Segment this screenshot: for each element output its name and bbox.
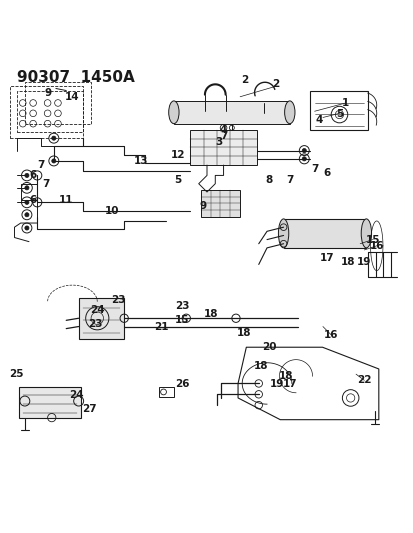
Ellipse shape — [278, 219, 288, 248]
Text: 90307  1450A: 90307 1450A — [17, 70, 134, 85]
Text: 15: 15 — [364, 235, 379, 245]
Circle shape — [25, 213, 29, 217]
Text: 7: 7 — [285, 175, 293, 184]
Text: 6: 6 — [29, 195, 37, 205]
Text: 12: 12 — [170, 150, 185, 160]
Bar — [159, 386, 173, 397]
Text: 23: 23 — [174, 301, 189, 311]
Text: 10: 10 — [104, 206, 119, 216]
Text: 11: 11 — [59, 195, 74, 205]
Bar — [200, 190, 240, 217]
Text: 1: 1 — [341, 98, 349, 108]
Text: 15: 15 — [174, 316, 189, 325]
Text: 18: 18 — [203, 309, 218, 319]
Text: 7: 7 — [42, 179, 49, 189]
Text: 3: 3 — [215, 138, 223, 147]
Text: 5: 5 — [174, 175, 181, 184]
Text: 18: 18 — [253, 361, 268, 371]
Ellipse shape — [169, 101, 178, 124]
Ellipse shape — [360, 219, 371, 248]
Text: 18: 18 — [278, 371, 292, 381]
Text: 23: 23 — [88, 319, 102, 329]
Text: 20: 20 — [261, 342, 276, 352]
Text: 8: 8 — [265, 175, 272, 184]
Text: 22: 22 — [356, 375, 371, 385]
Text: 9: 9 — [199, 201, 206, 212]
Circle shape — [301, 157, 306, 161]
Text: 2: 2 — [240, 75, 247, 85]
Bar — [25, 82, 91, 124]
Text: 17: 17 — [282, 379, 297, 390]
Bar — [10, 86, 83, 138]
Text: 6: 6 — [29, 171, 37, 180]
Text: 24: 24 — [90, 305, 104, 315]
Circle shape — [25, 173, 29, 177]
Text: 21: 21 — [154, 321, 169, 332]
Circle shape — [301, 149, 306, 152]
Text: 23: 23 — [110, 295, 125, 305]
Text: 14: 14 — [65, 92, 80, 102]
Text: 18: 18 — [339, 257, 354, 268]
Text: 16: 16 — [323, 330, 338, 340]
Text: 7: 7 — [38, 160, 45, 170]
Bar — [310, 91, 368, 130]
Text: 24: 24 — [69, 390, 84, 400]
Text: 5: 5 — [335, 109, 342, 119]
Bar — [17, 91, 83, 132]
Text: 4: 4 — [219, 125, 227, 135]
Text: 19: 19 — [270, 379, 284, 390]
Bar — [78, 297, 124, 339]
Text: 6: 6 — [323, 168, 330, 179]
Bar — [19, 386, 81, 418]
Text: 19: 19 — [356, 257, 370, 268]
Text: 2: 2 — [271, 79, 278, 90]
Circle shape — [25, 226, 29, 230]
Bar — [173, 101, 289, 124]
Text: 16: 16 — [368, 241, 383, 251]
Text: 4: 4 — [314, 115, 322, 125]
Text: 18: 18 — [236, 328, 251, 338]
Bar — [283, 219, 366, 248]
Text: 27: 27 — [81, 405, 96, 414]
Text: 7: 7 — [219, 131, 227, 141]
Text: 25: 25 — [9, 369, 24, 379]
Text: 7: 7 — [310, 164, 318, 174]
Text: 17: 17 — [319, 253, 334, 263]
Circle shape — [52, 136, 56, 140]
Ellipse shape — [284, 101, 294, 124]
Text: 26: 26 — [174, 379, 189, 390]
Bar — [190, 130, 256, 165]
Circle shape — [25, 200, 29, 204]
Circle shape — [25, 186, 29, 190]
Text: 13: 13 — [133, 156, 148, 166]
Circle shape — [52, 159, 56, 163]
Text: 9: 9 — [44, 87, 51, 98]
